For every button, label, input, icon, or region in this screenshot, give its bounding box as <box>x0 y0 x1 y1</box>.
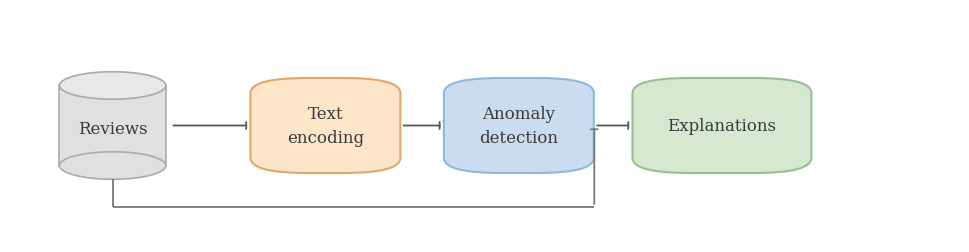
Ellipse shape <box>59 72 166 100</box>
Text: Text
encoding: Text encoding <box>287 105 363 147</box>
Text: Explanations: Explanations <box>667 117 775 135</box>
Text: Reviews: Reviews <box>78 120 147 137</box>
Ellipse shape <box>59 152 166 180</box>
FancyBboxPatch shape <box>444 79 593 173</box>
Text: Anomaly
detection: Anomaly detection <box>479 105 558 147</box>
FancyBboxPatch shape <box>59 86 166 166</box>
FancyBboxPatch shape <box>632 79 811 173</box>
FancyBboxPatch shape <box>250 79 400 173</box>
